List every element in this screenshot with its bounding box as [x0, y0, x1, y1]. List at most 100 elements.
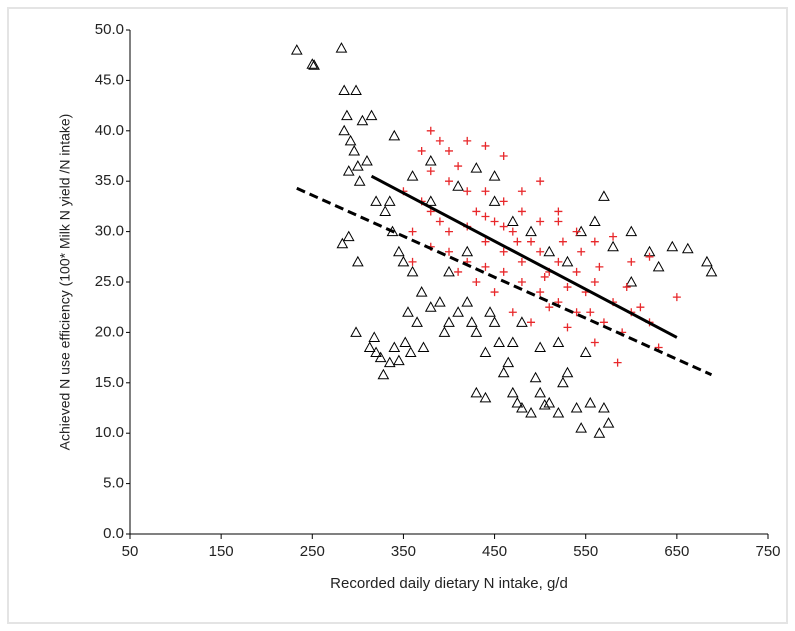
chart-frame: [7, 7, 788, 624]
triangle-point: [516, 316, 528, 327]
triangle-point: [370, 195, 382, 206]
triangle-point: [342, 165, 355, 176]
triangle-point: [543, 396, 556, 408]
x-axis-label: Recorded daily dietary N intake, g/d: [330, 575, 568, 592]
triangle-point: [470, 162, 483, 173]
triangle-point: [652, 260, 665, 272]
plus-point: [408, 257, 417, 266]
triangle-point: [488, 316, 501, 327]
x-tick-label: 450: [482, 543, 507, 560]
plus-point: [472, 207, 481, 216]
x-tick-label: 50: [122, 543, 139, 560]
plus-point: [499, 267, 508, 276]
plus-point: [536, 217, 545, 226]
triangle-point: [625, 275, 638, 287]
triangle-point: [348, 144, 361, 156]
triangle-point: [461, 245, 474, 257]
x-tick-label: 350: [391, 543, 416, 560]
plus-point: [499, 247, 508, 256]
x-tick-label: 550: [573, 543, 598, 560]
triangle-point: [479, 346, 492, 358]
plus-point: [527, 318, 536, 327]
triangle-point: [341, 109, 353, 121]
y-tick-label: 5.0: [103, 475, 124, 492]
triangle-point: [557, 376, 569, 388]
plus-point: [622, 283, 631, 292]
triangle-point: [350, 326, 362, 337]
plus-point: [554, 217, 563, 226]
plus-point: [445, 247, 453, 256]
plus-point: [435, 217, 444, 226]
triangle-point: [438, 326, 451, 337]
y-tick-label: 50.0: [95, 21, 124, 38]
triangle-point: [488, 195, 501, 206]
triangle-point: [393, 245, 405, 257]
plus-point: [554, 257, 563, 266]
triangle-point: [363, 341, 376, 353]
y-tick-label: 25.0: [95, 273, 124, 290]
plus-point: [572, 267, 581, 276]
plus-point: [536, 247, 545, 256]
triangle-point: [402, 306, 414, 317]
triangle-point: [593, 427, 606, 438]
triangle-point: [701, 255, 713, 267]
plus-point: [627, 257, 636, 266]
plus-point: [572, 308, 581, 317]
y-tick-label: 10.0: [95, 424, 124, 441]
x-tick-label: 250: [300, 543, 325, 560]
triangle-point: [383, 356, 396, 368]
triangle-point: [543, 245, 556, 257]
plus-point: [558, 237, 567, 246]
plus-point: [563, 283, 572, 292]
triangle-point: [570, 401, 583, 413]
y-tick-label: 40.0: [95, 122, 124, 139]
plus-point: [536, 288, 545, 297]
y-tick-label: 45.0: [95, 71, 124, 88]
triangle-point: [306, 58, 319, 69]
triangle-point: [452, 306, 464, 317]
plus-point: [426, 167, 435, 176]
triangle-point: [370, 346, 382, 358]
plus-point: [517, 278, 526, 286]
triangle-point: [470, 386, 483, 398]
triangle-point: [356, 114, 369, 126]
triangle-point: [598, 401, 610, 413]
triangle-point: [338, 124, 351, 136]
triangle-point: [415, 286, 428, 297]
triangle-point: [406, 265, 419, 277]
triangle-point: [388, 129, 401, 141]
triangle-point: [534, 386, 546, 398]
plus-point: [527, 237, 536, 246]
triangle-point: [399, 336, 412, 347]
triangle-point: [338, 84, 351, 95]
plus-point: [613, 358, 622, 367]
triangle-point: [342, 230, 355, 242]
triangle-point: [465, 316, 478, 327]
triangle-point: [397, 255, 410, 267]
y-tick-label: 20.0: [95, 323, 124, 340]
triangle-point: [361, 155, 373, 166]
triangle-point: [506, 386, 519, 398]
plus-point: [481, 262, 490, 271]
plus-point: [463, 136, 472, 145]
y-tick-label: 30.0: [95, 223, 124, 240]
plus-point: [499, 222, 508, 231]
triangle-point: [368, 331, 381, 342]
triangle-point: [607, 240, 619, 252]
plus-point: [517, 207, 526, 216]
triangle-point: [666, 240, 679, 252]
triangle-point: [434, 296, 446, 307]
y-tick-label: 15.0: [95, 374, 124, 391]
plus-point: [590, 338, 599, 347]
triangle-point: [406, 170, 419, 181]
triangle-point: [552, 407, 565, 418]
triangle-point: [534, 341, 546, 353]
plus-point: [508, 227, 517, 236]
triangle-point: [443, 265, 455, 277]
trend-line: [296, 186, 713, 377]
plus-point: [454, 267, 463, 276]
plus-point: [426, 126, 435, 135]
triangle-point: [497, 366, 510, 378]
triangle-point: [470, 326, 483, 337]
x-tick-label: 750: [755, 543, 780, 560]
